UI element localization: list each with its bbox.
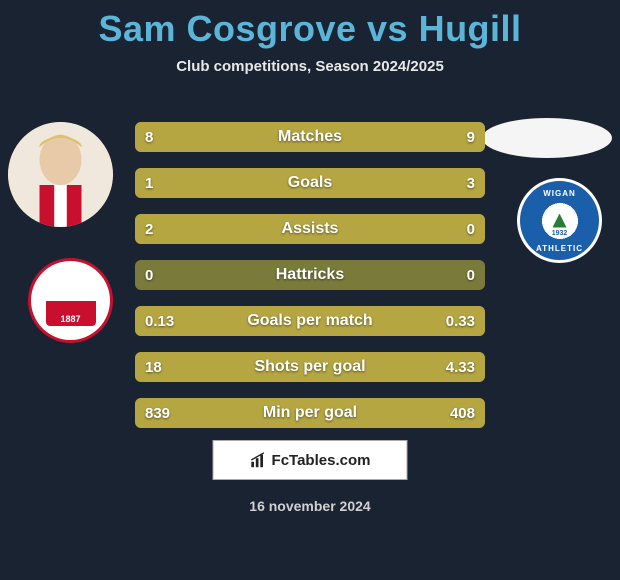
stat-bar-row: 839408Min per goal bbox=[135, 398, 485, 428]
club-right-badge: WIGAN 1932 ATHLETIC bbox=[517, 178, 602, 263]
stat-label: Hattricks bbox=[135, 260, 485, 290]
club-left-crest bbox=[46, 276, 96, 326]
stat-label: Assists bbox=[135, 214, 485, 244]
club-right-name-top: WIGAN bbox=[543, 189, 576, 198]
player-left-avatar bbox=[8, 122, 113, 227]
footer-brand-box: FcTables.com bbox=[213, 440, 408, 480]
stat-label: Goals per match bbox=[135, 306, 485, 336]
stats-bars-container: 89Matches 13Goals 20Assists 00Hattricks 0.13… bbox=[135, 122, 485, 444]
tree-icon bbox=[553, 214, 567, 228]
stat-bar-row: 20Assists bbox=[135, 214, 485, 244]
comparison-title: Sam Cosgrove vs Hugill bbox=[0, 0, 620, 50]
club-right-name-bottom: ATHLETIC bbox=[536, 244, 583, 253]
footer-date: 16 november 2024 bbox=[0, 498, 620, 514]
club-right-crest: WIGAN 1932 ATHLETIC bbox=[530, 191, 590, 251]
club-right-year: 1932 bbox=[552, 230, 568, 237]
person-icon bbox=[8, 122, 113, 227]
stat-label: Shots per goal bbox=[135, 352, 485, 382]
comparison-subtitle: Club competitions, Season 2024/2025 bbox=[0, 58, 620, 75]
stat-bar-row: 00Hattricks bbox=[135, 260, 485, 290]
club-left-badge bbox=[28, 258, 113, 343]
stat-bar-row: 0.130.33Goals per match bbox=[135, 306, 485, 336]
stat-label: Matches bbox=[135, 122, 485, 152]
stat-label: Goals bbox=[135, 168, 485, 198]
stat-bar-row: 13Goals bbox=[135, 168, 485, 198]
footer-brand-text: FcTables.com bbox=[272, 452, 371, 469]
stat-label: Min per goal bbox=[135, 398, 485, 428]
stat-bar-row: 184.33Shots per goal bbox=[135, 352, 485, 382]
player-right-avatar bbox=[482, 118, 612, 158]
bar-chart-icon bbox=[250, 451, 268, 469]
stat-bar-row: 89Matches bbox=[135, 122, 485, 152]
